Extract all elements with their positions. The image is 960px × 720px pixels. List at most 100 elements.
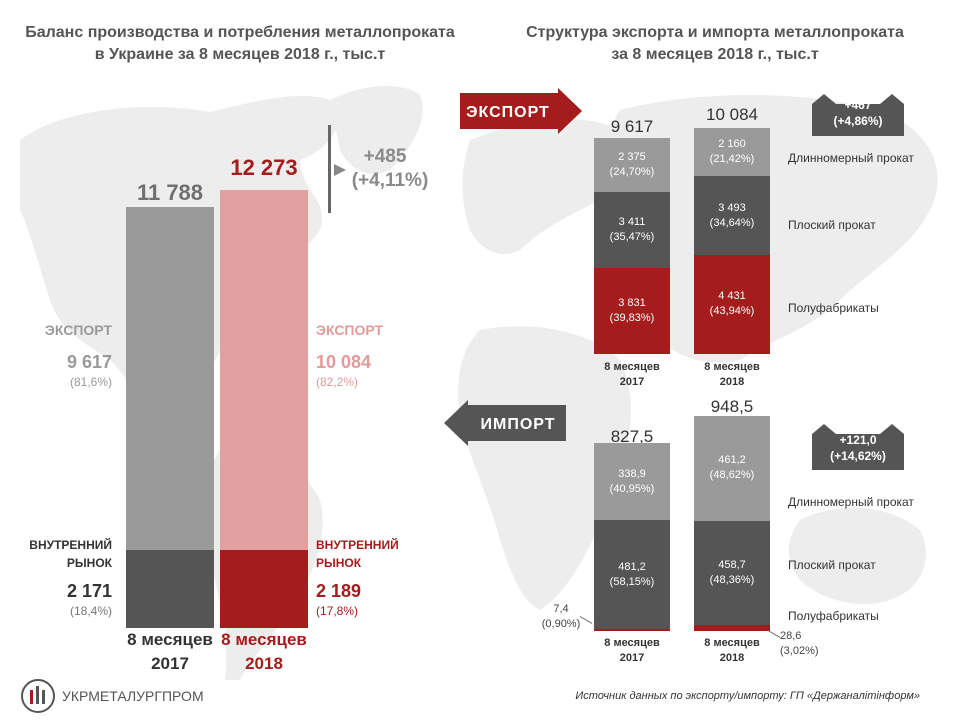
segment-value: 3 411 (618, 215, 646, 228)
export-legend-long: Длинномерный прокат (788, 151, 914, 165)
import-semi-2018-callout: 28,6 (3,02%) (780, 629, 830, 659)
segment-share: (48,62%) (709, 469, 755, 482)
import-bar-2018: 458,7 (48,36%) 461,2 (48,62%) (694, 416, 770, 631)
domestic-label-2017: ВНУТРЕННИЙ РЫНОК (10, 536, 112, 572)
export-value-2018: 10 084 (316, 352, 372, 372)
segment-share: (48,36%) (709, 573, 755, 586)
export-legend-flat: Плоский прокат (788, 218, 876, 232)
domestic-share-2017: (18,4%) (69, 604, 112, 618)
map-greenland (330, 85, 423, 174)
segment-value-label: 4 431 (43,94%) (694, 289, 770, 319)
segment-value: 481,2 (618, 560, 646, 573)
domestic-label-2017-line1: ВНУТРЕННИЙ (29, 538, 112, 552)
category-label-2017: 8 месяцев 2017 (118, 628, 222, 676)
import-change-text: +121,0 (+14,62%) (812, 432, 904, 464)
segment-value-label: 481,2 (58,15%) (594, 560, 670, 590)
import-total-2018: 948,5 (710, 397, 754, 416)
segment-value-label: 2 160 (21,42%) (694, 137, 770, 167)
segment-share: (24,70%) (609, 166, 655, 179)
domestic-value-2017: 2 171 (66, 581, 112, 601)
bar-segment-long-2017: 2 375 (24,70%) (594, 138, 670, 192)
import-legend-long: Длинномерный прокат (788, 495, 914, 509)
export-total-2017: 9 617 (610, 117, 654, 136)
import-semi-2017-value: 7,4 (553, 603, 569, 615)
import-category-2017-line2: 2017 (619, 652, 645, 664)
export-change-abs: +467 (844, 98, 872, 112)
import-category-2018: 8 месяцев 2018 (684, 636, 780, 666)
segment-value: 2 160 (718, 138, 746, 151)
import-arrow-label: ИМПОРТ (480, 416, 555, 433)
source-note: Источник данных по экспорту/импорту: ГП … (575, 690, 920, 702)
import-category-2017-line1: 8 месяцев (604, 637, 660, 649)
bar-segment-flat-2017: 481,2 (58,15%) (594, 520, 670, 630)
bar-segment-flat-2017: 3 411 (35,47%) (594, 191, 670, 269)
right-chart-title: Структура экспорта и импорта металлопрок… (526, 24, 904, 63)
import-category-2018-line2: 2018 (719, 652, 745, 664)
change-bracket (328, 125, 331, 213)
map-europe (462, 119, 631, 254)
bar-segment-export-2017 (126, 207, 214, 551)
export-total-2018: 10 084 (706, 105, 758, 124)
segment-share: (43,94%) (709, 305, 755, 318)
bar-segment-flat-2018: 3 493 (34,64%) (694, 176, 770, 255)
category-label-2018-line2: 2018 (245, 654, 283, 673)
segment-value: 3 493 (718, 201, 746, 214)
export-category-2018: 8 месяцев 2018 (684, 360, 780, 390)
segment-value-label: 458,7 (48,36%) (694, 558, 770, 588)
import-legend-semi: Полуфабрикаты (788, 609, 879, 623)
segment-share: (35,47%) (609, 230, 655, 243)
domestic-value-2018: 2 189 (316, 581, 362, 601)
bar-segment-export-2018 (220, 189, 308, 550)
segment-value-label: 3 493 (34,64%) (694, 201, 770, 231)
segment-share: (39,83%) (609, 312, 655, 325)
balance-bar-2018 (220, 189, 308, 628)
export-change-pct: (+4,86%) (833, 114, 883, 128)
import-change-badge (812, 424, 904, 470)
import-semi-2017-callout: 7,4 (0,90%) (536, 602, 586, 632)
import-total-2017: 827,5 (610, 427, 654, 446)
import-change-abs: +121,0 (839, 433, 877, 447)
logo-icon (21, 679, 55, 713)
import-bar-2017: 481,2 (58,15%) 338,9 (40,95%) (594, 443, 670, 631)
import-category-2017: 8 месяцев 2017 (584, 636, 680, 666)
bar-segment-semi-2018 (694, 624, 770, 631)
export-bar-2018: 4 431 (43,94%) 3 493 (34,64%) 2 160 (21,42%) (694, 128, 770, 354)
category-label-2018-line1: 8 месяцев (221, 630, 307, 649)
import-arrow-badge: ИМПОРТ (444, 400, 566, 446)
export-legend-semi: Полуфабрикаты (788, 301, 879, 315)
bar-segment-semi-2017 (594, 629, 670, 631)
bar-segment-domestic-2017 (126, 550, 214, 628)
export-value-2017: 9 617 (66, 352, 112, 372)
export-category-2017-line1: 8 месяцев (604, 361, 660, 373)
segment-value: 3 831 (618, 297, 646, 310)
total-2018: 12 273 (230, 155, 298, 180)
export-category-2017-line2: 2017 (619, 376, 645, 388)
segment-share: (34,64%) (709, 216, 755, 229)
bar-segment-domestic-2018 (220, 549, 308, 628)
bar-segment-semi-2017: 3 831 (39,83%) (594, 268, 670, 354)
segment-value-label: 461,2 (48,62%) (694, 453, 770, 483)
export-category-2017: 8 месяцев 2017 (584, 360, 680, 390)
export-arrow-label: ЭКСПОРТ (466, 104, 550, 121)
segment-value: 338,9 (618, 467, 646, 480)
segment-value: 461,2 (718, 454, 746, 467)
export-label-2017: ЭКСПОРТ (44, 322, 112, 338)
total-2017: 11 788 (136, 180, 204, 205)
import-category-2018-line1: 8 месяцев (704, 637, 760, 649)
segment-value-label: 2 375 (24,70%) (594, 150, 670, 180)
logo-text: УКРМЕТАЛУРГПРОМ (62, 688, 204, 704)
category-label-2018: 8 месяцев 2018 (212, 628, 316, 676)
bar-segment-flat-2018: 458,7 (48,36%) (694, 520, 770, 625)
export-share-2018: (82,2%) (316, 375, 359, 389)
domestic-label-2018-line1: ВНУТРЕННИЙ (316, 538, 399, 552)
segment-share: (21,42%) (709, 153, 755, 166)
domestic-share-2018: (17,8%) (316, 604, 359, 618)
segment-value: 458,7 (718, 558, 746, 571)
domestic-label-2018: ВНУТРЕННИЙ РЫНОК (316, 536, 426, 572)
change-abs: +485 (363, 146, 407, 167)
export-bar-2017: 3 831 (39,83%) 3 411 (35,47%) 2 375 (24,70%) (594, 138, 670, 354)
arrow-right-icon (334, 164, 346, 176)
segment-value: 2 375 (618, 151, 646, 164)
segment-value-label: 338,9 (40,95%) (594, 467, 670, 497)
